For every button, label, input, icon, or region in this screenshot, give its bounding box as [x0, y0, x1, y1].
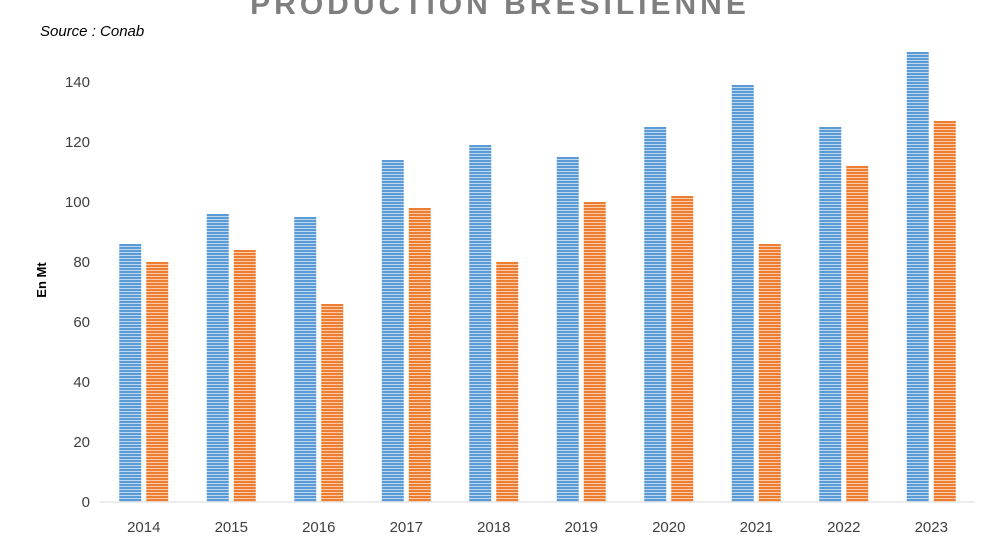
y-tick-label: 100: [65, 194, 90, 211]
bar-series-2-2019: [583, 202, 606, 502]
y-tick-label: 80: [73, 254, 90, 271]
chart-title: PRODUCTION BRESILIENNE: [250, 0, 750, 21]
bar-series-1-2021: [731, 85, 754, 502]
bar-series-2-2017: [408, 208, 431, 502]
bar-series-1-2018: [469, 145, 492, 502]
x-tick-label: 2014: [127, 519, 160, 536]
bar-series-2-2015: [233, 250, 256, 502]
bar-series-2-2020: [671, 196, 694, 502]
x-tick-label: 2015: [215, 519, 248, 536]
x-tick-label: 2016: [302, 519, 335, 536]
y-tick-label: 140: [65, 74, 90, 91]
y-tick-label: 120: [65, 134, 90, 151]
bar-series-1-2015: [206, 214, 229, 502]
x-tick-label: 2022: [827, 519, 860, 536]
y-tick-label: 40: [73, 374, 90, 391]
bar-series-1-2022: [819, 127, 842, 502]
chart-source: Source : Conab: [40, 23, 144, 40]
bar-series-1-2016: [294, 217, 317, 502]
bar-series-1-2019: [556, 157, 579, 502]
x-tick-label: 2021: [740, 519, 773, 536]
bar-series-1-2023: [906, 52, 929, 502]
bar-series-1-2020: [644, 127, 667, 502]
bar-series-2-2022: [846, 166, 869, 502]
x-tick-label: 2019: [565, 519, 598, 536]
bar-series-1-2014: [119, 244, 142, 502]
bar-series-2-2018: [496, 262, 519, 502]
y-tick-label: 0: [82, 494, 90, 511]
y-tick-label: 20: [73, 434, 90, 451]
x-tick-label: 2023: [915, 519, 948, 536]
y-tick-label: 60: [73, 314, 90, 331]
bar-series-2-2014: [146, 262, 169, 502]
x-tick-label: 2020: [652, 519, 685, 536]
x-tick-label: 2018: [477, 519, 510, 536]
bar-series-2-2023: [933, 121, 956, 502]
bar-series-2-2021: [758, 244, 781, 502]
x-tick-label: 2017: [390, 519, 423, 536]
bar-series-1-2017: [381, 160, 404, 502]
bar-series-2-2016: [321, 304, 344, 502]
y-axis-label: En Mt: [34, 262, 49, 298]
